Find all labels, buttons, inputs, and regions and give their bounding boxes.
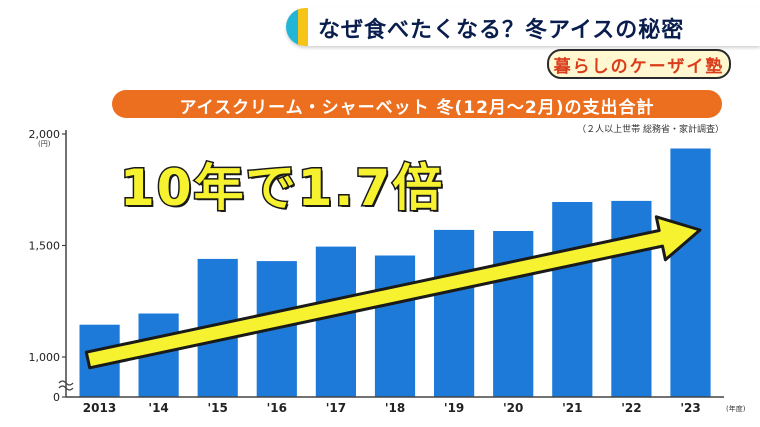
x-tick-label: '14 (148, 401, 168, 415)
growth-callout: 10年で1.7倍 (118, 158, 445, 219)
x-tick-label: 2013 (83, 401, 116, 415)
bar-'18 (374, 255, 416, 397)
program-logo: 暮らしのケーザイ塾 (547, 49, 731, 79)
banner-title-topic: 冬アイスの秘密 (525, 18, 685, 43)
x-tick-label: '16 (267, 401, 287, 415)
x-tick-label: '20 (503, 401, 523, 415)
x-tick-label: '15 (208, 401, 228, 415)
y-axis-ticks: 2,000 1,500 1,000 0 (29, 128, 66, 404)
x-tick-label: '22 (621, 401, 641, 415)
y-tick-label: 0 (53, 391, 60, 404)
bar-'23 (670, 148, 711, 397)
y-tick-label: 1,500 (29, 240, 61, 253)
banner-title: なぜ食べたくなる？冬アイスの秘密 (318, 12, 684, 44)
trend-arrow-shape (84, 215, 702, 370)
axis-break-stroke (58, 385, 74, 391)
y-tick-label: 2,000 (29, 128, 61, 141)
x-tick-label: '17 (326, 401, 346, 415)
x-tick-label: '23 (680, 401, 700, 415)
x-axis-unit: (年度) (726, 404, 746, 413)
trend-arrow (84, 215, 702, 370)
chart-source-note: （２人以上世帯 総務省・家計調査） (577, 125, 724, 135)
chart-title-pill: アイスクリーム・シャーベット 冬(12月〜2月)の支出合計 (112, 90, 722, 118)
chart-title: アイスクリーム・シャーベット 冬(12月〜2月)の支出合計 (179, 98, 655, 118)
y-tick-label: 1,000 (29, 351, 61, 364)
bar-'22 (611, 200, 652, 397)
x-tick-label: '18 (385, 401, 405, 415)
top-banner: なぜ食べたくなる？冬アイスの秘密 (286, 8, 760, 46)
x-tick-label: '21 (562, 401, 582, 415)
y-axis-unit: (円) (38, 140, 51, 148)
banner-accent-stripe-yellow (298, 8, 308, 46)
program-logo-text: 暮らしのケーザイ塾 (553, 57, 725, 77)
x-axis-ticks: 2013 '14 '15 '16 '17 '18 '19 '20 '21 '22 '23 (83, 401, 701, 415)
banner-accent-stripe (286, 8, 300, 46)
bar-'21 (552, 202, 593, 397)
bar-'20 (493, 231, 534, 397)
chart-axes: 2,000 1,500 1,000 0 2013 '14 '15 '16 '17 '18 '19 '… (29, 128, 746, 415)
bar-'17 (315, 246, 356, 397)
bar-'19 (434, 229, 475, 397)
axis-break-stroke (58, 380, 74, 386)
x-tick-label: '19 (444, 401, 464, 415)
banner-title-question: なぜ食べたくなる？ (318, 18, 526, 43)
y-axis-break-mark (58, 380, 74, 391)
